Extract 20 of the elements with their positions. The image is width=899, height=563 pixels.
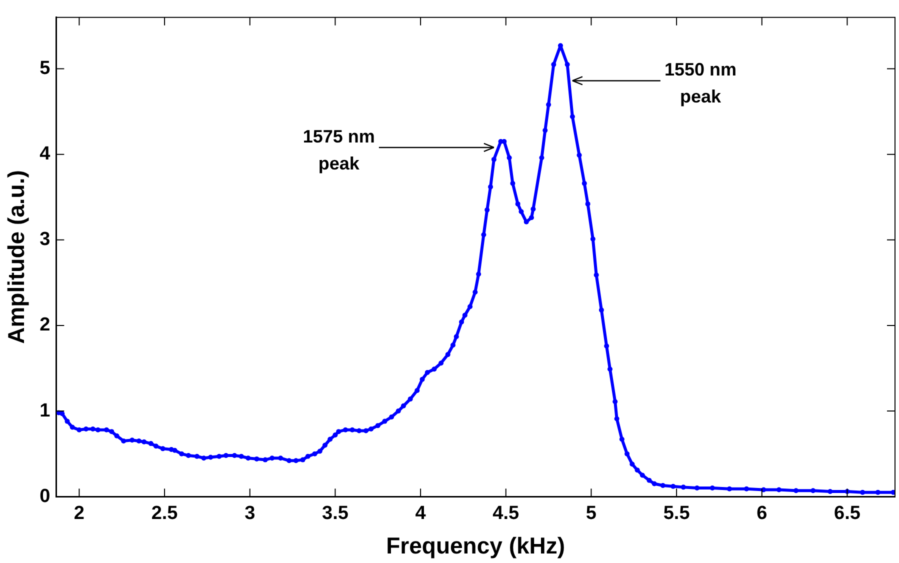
annotation: 1550 nm peak	[664, 60, 736, 107]
y-tick-label: 0	[40, 486, 50, 507]
y-tick-label: 3	[40, 229, 50, 250]
y-tick-label: 2	[40, 314, 50, 336]
x-tick-label: 2.5	[151, 503, 178, 524]
x-tick-label: 3.5	[322, 503, 349, 524]
y-tick-label: 4	[40, 144, 51, 165]
y-tick-label: 5	[40, 58, 51, 79]
y-axis-title: Amplitude (a.u.)	[3, 170, 30, 344]
x-tick-label: 2	[74, 503, 84, 524]
x-tick-label: 5	[586, 503, 597, 524]
x-tick-label: 6	[756, 503, 768, 524]
y-tick-label: 1	[40, 400, 51, 422]
x-tick-label: 4.5	[492, 503, 520, 524]
x-tick-label: 6.5	[834, 503, 861, 524]
x-tick-label: 3	[244, 503, 256, 524]
x-tick-label: 5.5	[663, 503, 690, 524]
x-axis-title: Frequency (kHz)	[386, 532, 566, 559]
annotation: 1575 nm peak	[302, 126, 375, 174]
x-tick-label: 4	[415, 503, 426, 524]
